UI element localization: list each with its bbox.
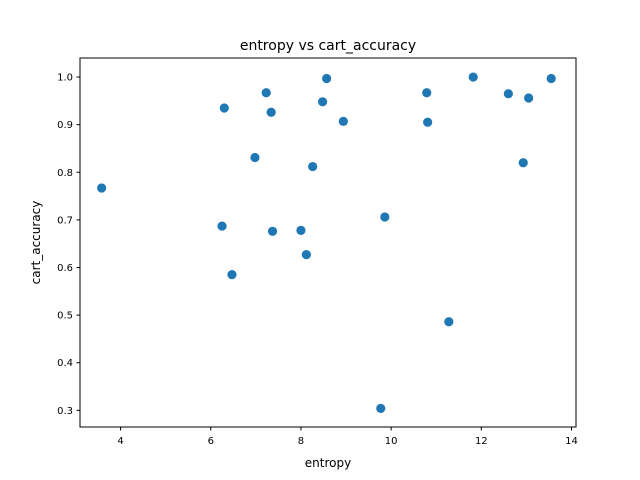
y-tick-label: 1.0 xyxy=(57,73,73,84)
data-point xyxy=(338,116,348,126)
x-tick-label: 12 xyxy=(475,436,488,447)
data-point xyxy=(422,88,432,98)
x-axis-label: entropy xyxy=(305,456,351,470)
y-tick-label: 0.7 xyxy=(57,215,73,226)
data-point xyxy=(308,161,318,172)
y-tick-label: 0.9 xyxy=(57,120,73,131)
y-tick-label: 0.8 xyxy=(57,168,73,179)
data-point xyxy=(266,107,276,117)
data-point xyxy=(301,250,311,260)
data-point xyxy=(217,221,227,231)
data-point xyxy=(227,270,237,280)
data-point xyxy=(267,226,278,236)
data-point xyxy=(380,212,390,222)
data-point xyxy=(524,93,534,103)
data-point xyxy=(317,97,328,107)
data-point xyxy=(444,317,454,327)
data-point xyxy=(503,89,513,99)
x-tick-label: 6 xyxy=(208,436,214,447)
data-point xyxy=(250,152,260,163)
plot-frame xyxy=(79,57,577,428)
data-point xyxy=(423,117,433,127)
chart-title: entropy vs cart_accuracy xyxy=(240,38,416,54)
y-tick-label: 0.3 xyxy=(57,406,73,417)
x-tick-label: 8 xyxy=(298,436,304,447)
ticks-layer: 4 6 8 10 12 14 0.3 0.4 0.5 0.6 0.7 0.8 0.9 1.0 xyxy=(57,73,578,447)
data-point xyxy=(261,88,271,98)
data-point xyxy=(97,183,107,193)
x-tick-label: 10 xyxy=(385,436,398,447)
data-point xyxy=(322,73,332,84)
y-tick-label: 0.5 xyxy=(57,311,73,322)
x-tick-label: 4 xyxy=(117,436,123,447)
data-point xyxy=(219,103,229,113)
data-point xyxy=(376,403,386,414)
y-tick-label: 0.4 xyxy=(57,358,73,369)
data-point xyxy=(518,158,528,168)
y-tick-label: 0.6 xyxy=(57,263,73,274)
plot-area xyxy=(80,58,576,427)
y-axis-label: cart_accuracy xyxy=(29,201,43,285)
points-layer xyxy=(97,72,556,414)
x-tick-label: 14 xyxy=(565,436,578,447)
data-point xyxy=(296,225,306,235)
data-point xyxy=(546,73,556,84)
data-point xyxy=(468,72,478,82)
